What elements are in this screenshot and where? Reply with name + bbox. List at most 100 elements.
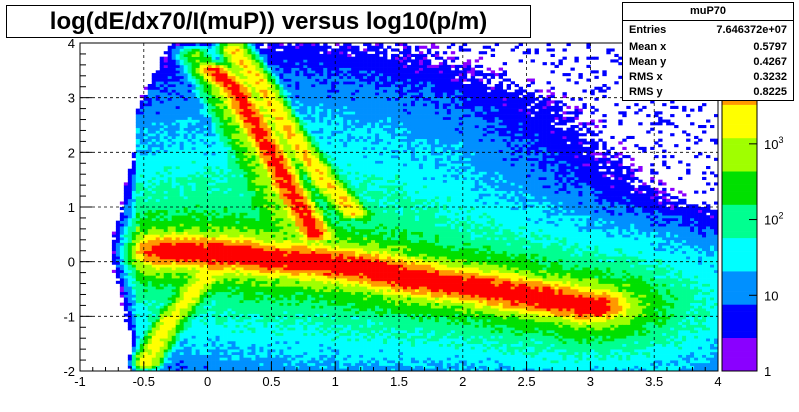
heatmap-cell bbox=[267, 53, 272, 58]
heatmap-cell bbox=[163, 89, 169, 93]
heatmap-cell bbox=[275, 354, 280, 358]
heatmap-cell bbox=[255, 114, 260, 118]
heatmap-cell bbox=[167, 272, 173, 276]
heatmap-cell bbox=[131, 305, 137, 309]
heatmap-cell bbox=[271, 127, 276, 131]
heatmap-cell bbox=[219, 108, 224, 112]
heatmap-cell bbox=[115, 250, 121, 254]
heatmap-cell bbox=[239, 56, 244, 60]
heatmap-cell bbox=[183, 196, 189, 200]
heatmap-cell bbox=[287, 234, 292, 238]
heatmap-cell bbox=[187, 135, 192, 140]
heatmap-cell bbox=[247, 84, 252, 88]
heatmap-cell bbox=[223, 212, 228, 216]
heatmap-cell bbox=[231, 182, 236, 186]
heatmap-cell bbox=[183, 362, 189, 366]
heatmap-cell bbox=[159, 302, 165, 306]
heatmap-cell bbox=[191, 319, 196, 323]
heatmap-cell bbox=[175, 94, 181, 99]
heatmap-cell bbox=[247, 185, 252, 189]
heatmap-cell bbox=[207, 174, 212, 178]
heatmap-cell bbox=[143, 174, 149, 178]
heatmap-cell bbox=[271, 302, 276, 306]
heatmap-cell bbox=[199, 204, 204, 208]
heatmap-cell bbox=[283, 302, 288, 306]
heatmap-cell bbox=[251, 51, 256, 55]
heatmap-cell bbox=[243, 289, 248, 293]
heatmap-cell bbox=[179, 226, 185, 230]
heatmap-cell bbox=[247, 168, 252, 172]
heatmap-cell bbox=[143, 338, 149, 342]
heatmap-cell bbox=[251, 316, 256, 320]
heatmap-cell bbox=[187, 204, 192, 208]
heatmap-cell bbox=[143, 368, 149, 372]
heatmap-cell bbox=[155, 127, 161, 131]
heatmap-cell bbox=[247, 108, 252, 112]
heatmap-cell bbox=[219, 362, 224, 366]
heatmap-cell bbox=[279, 144, 284, 148]
heatmap-cell bbox=[267, 70, 272, 74]
heatmap-cell bbox=[279, 67, 284, 71]
heatmap-cell bbox=[255, 313, 260, 317]
heatmap-cell bbox=[163, 294, 169, 298]
heatmap-cell bbox=[251, 228, 256, 232]
heatmap-cell bbox=[231, 289, 236, 293]
heatmap-cell bbox=[291, 250, 296, 254]
heatmap-cell bbox=[279, 289, 284, 293]
heatmap-cell bbox=[259, 160, 264, 164]
heatmap-cell bbox=[203, 297, 208, 301]
heatmap-cell bbox=[135, 122, 141, 126]
heatmap-cell bbox=[223, 278, 228, 282]
heatmap-cell bbox=[263, 354, 268, 358]
heatmap-cell bbox=[171, 100, 177, 104]
heatmap-cell bbox=[295, 283, 300, 287]
heatmap-cell bbox=[287, 310, 292, 314]
heatmap-cell bbox=[291, 261, 296, 265]
heatmap-cell bbox=[163, 310, 169, 314]
heatmap-cell bbox=[243, 94, 248, 99]
heatmap-cell bbox=[259, 155, 264, 159]
heatmap-cell bbox=[175, 351, 181, 355]
heatmap-cell bbox=[215, 207, 220, 211]
heatmap-cell bbox=[167, 53, 173, 58]
heatmap-cell bbox=[115, 220, 121, 224]
heatmap-cell bbox=[119, 223, 125, 227]
heatmap-cell bbox=[275, 171, 280, 175]
heatmap-cell bbox=[207, 105, 212, 109]
heatmap-cell bbox=[291, 316, 296, 320]
heatmap-cell bbox=[203, 343, 208, 347]
heatmap-cell bbox=[263, 160, 268, 164]
heatmap-cell bbox=[251, 116, 256, 120]
heatmap-cell bbox=[159, 209, 165, 213]
heatmap-cell bbox=[283, 73, 288, 77]
heatmap-cell bbox=[171, 294, 177, 298]
heatmap-cell bbox=[143, 119, 149, 123]
heatmap-cell bbox=[175, 275, 181, 279]
heatmap-cell bbox=[267, 365, 272, 369]
heatmap-cell bbox=[211, 133, 216, 137]
heatmap-cell bbox=[187, 245, 192, 249]
heatmap-cell bbox=[187, 119, 192, 123]
heatmap-cell bbox=[123, 289, 129, 293]
heatmap-cell bbox=[175, 86, 181, 90]
heatmap-cell bbox=[119, 212, 125, 216]
heatmap-cell bbox=[263, 305, 268, 309]
heatmap-cell bbox=[207, 56, 212, 60]
heatmap-cell bbox=[227, 234, 232, 238]
heatmap-cell bbox=[215, 119, 220, 123]
heatmap-cell bbox=[183, 130, 189, 134]
heatmap-cell bbox=[263, 283, 268, 287]
heatmap-cell bbox=[227, 146, 232, 150]
heatmap-cell bbox=[175, 155, 181, 159]
heatmap-cell bbox=[231, 141, 236, 145]
heatmap-cell bbox=[231, 89, 236, 93]
heatmap-cell bbox=[283, 256, 288, 260]
heatmap-cell bbox=[171, 299, 177, 304]
heatmap-cell bbox=[147, 193, 153, 197]
heatmap-cell bbox=[207, 286, 212, 290]
heatmap-cell bbox=[151, 245, 157, 249]
heatmap-cell bbox=[119, 264, 125, 268]
heatmap-cell bbox=[171, 45, 177, 49]
heatmap-cell bbox=[271, 155, 276, 159]
heatmap-cell bbox=[235, 185, 240, 189]
